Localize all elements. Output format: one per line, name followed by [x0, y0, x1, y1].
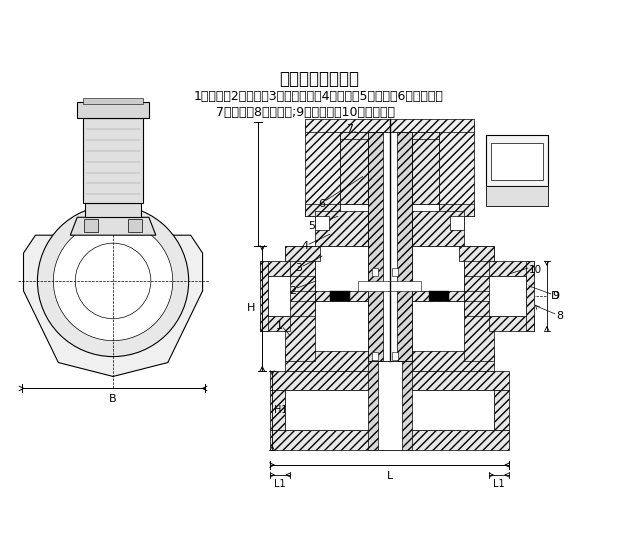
Polygon shape — [367, 360, 412, 450]
Bar — [315, 246, 464, 301]
Text: L1: L1 — [493, 479, 505, 489]
Polygon shape — [464, 301, 494, 316]
Text: 10: 10 — [529, 265, 542, 275]
Bar — [285, 390, 494, 430]
Text: H: H — [247, 303, 255, 313]
Circle shape — [38, 205, 189, 357]
Bar — [486, 186, 548, 206]
Bar — [128, 219, 142, 232]
Polygon shape — [526, 261, 534, 331]
Polygon shape — [315, 211, 367, 246]
Polygon shape — [412, 132, 440, 204]
Polygon shape — [340, 132, 440, 139]
Polygon shape — [412, 291, 464, 301]
Polygon shape — [305, 122, 340, 216]
Polygon shape — [464, 276, 494, 291]
Bar — [392, 352, 397, 360]
Polygon shape — [459, 246, 494, 261]
Bar — [83, 98, 143, 104]
Polygon shape — [494, 390, 509, 430]
Polygon shape — [260, 261, 268, 331]
Polygon shape — [489, 261, 534, 276]
Polygon shape — [271, 430, 509, 450]
Bar — [372, 268, 378, 276]
Bar — [340, 132, 440, 204]
Polygon shape — [260, 261, 290, 276]
Bar — [392, 268, 397, 276]
Text: 1: 1 — [276, 321, 283, 331]
Text: 9: 9 — [552, 291, 559, 301]
Polygon shape — [285, 276, 315, 291]
Text: D: D — [551, 291, 560, 301]
Text: 4: 4 — [302, 241, 309, 251]
Text: B: B — [109, 394, 117, 405]
Bar — [450, 216, 464, 230]
Text: 3: 3 — [295, 263, 302, 273]
Polygon shape — [305, 204, 340, 216]
Text: L1: L1 — [274, 479, 286, 489]
Bar — [83, 118, 143, 203]
Bar — [84, 219, 98, 232]
Text: 2: 2 — [290, 286, 297, 296]
Text: 6: 6 — [318, 199, 325, 209]
Text: 分布直动式结构图: 分布直动式结构图 — [279, 70, 359, 88]
Bar — [383, 132, 397, 360]
Polygon shape — [412, 211, 464, 246]
Bar — [358, 281, 422, 291]
Bar — [429, 291, 449, 301]
Bar — [340, 204, 440, 216]
Text: 1：阀体；2：活塞；3：活塞弹簧；4：中盖；5：上盖；6：动铁芯；: 1：阀体；2：活塞；3：活塞弹簧；4：中盖；5：上盖；6：动铁芯； — [194, 91, 444, 103]
Polygon shape — [440, 122, 474, 216]
Polygon shape — [367, 132, 412, 360]
Bar — [378, 360, 401, 450]
Text: L: L — [387, 471, 393, 481]
Polygon shape — [440, 204, 474, 216]
Polygon shape — [70, 217, 156, 235]
Polygon shape — [315, 291, 367, 301]
Polygon shape — [271, 371, 509, 390]
Polygon shape — [489, 316, 534, 331]
Polygon shape — [305, 119, 474, 132]
Polygon shape — [24, 235, 203, 377]
Bar — [77, 102, 149, 118]
Polygon shape — [260, 316, 290, 331]
Polygon shape — [340, 132, 367, 204]
Bar — [330, 291, 350, 301]
Bar — [315, 216, 329, 230]
Text: 7：线圈；8：活塞环;9：节流孔；10：先导孔。: 7：线圈；8：活塞环;9：节流孔；10：先导孔。 — [216, 106, 394, 120]
Polygon shape — [285, 246, 315, 360]
Text: 8: 8 — [556, 311, 563, 321]
Circle shape — [54, 221, 173, 341]
Bar — [489, 276, 526, 316]
Circle shape — [75, 243, 151, 319]
Bar — [372, 352, 378, 360]
Polygon shape — [285, 246, 320, 261]
Bar — [486, 135, 548, 186]
Text: 7: 7 — [346, 124, 353, 134]
Polygon shape — [285, 301, 315, 316]
Text: H1: H1 — [274, 405, 288, 416]
Bar — [85, 203, 141, 217]
Polygon shape — [464, 246, 494, 360]
Polygon shape — [285, 351, 494, 371]
Bar — [491, 143, 543, 181]
Bar — [268, 276, 290, 316]
Polygon shape — [271, 390, 285, 430]
Text: 5: 5 — [309, 221, 316, 232]
